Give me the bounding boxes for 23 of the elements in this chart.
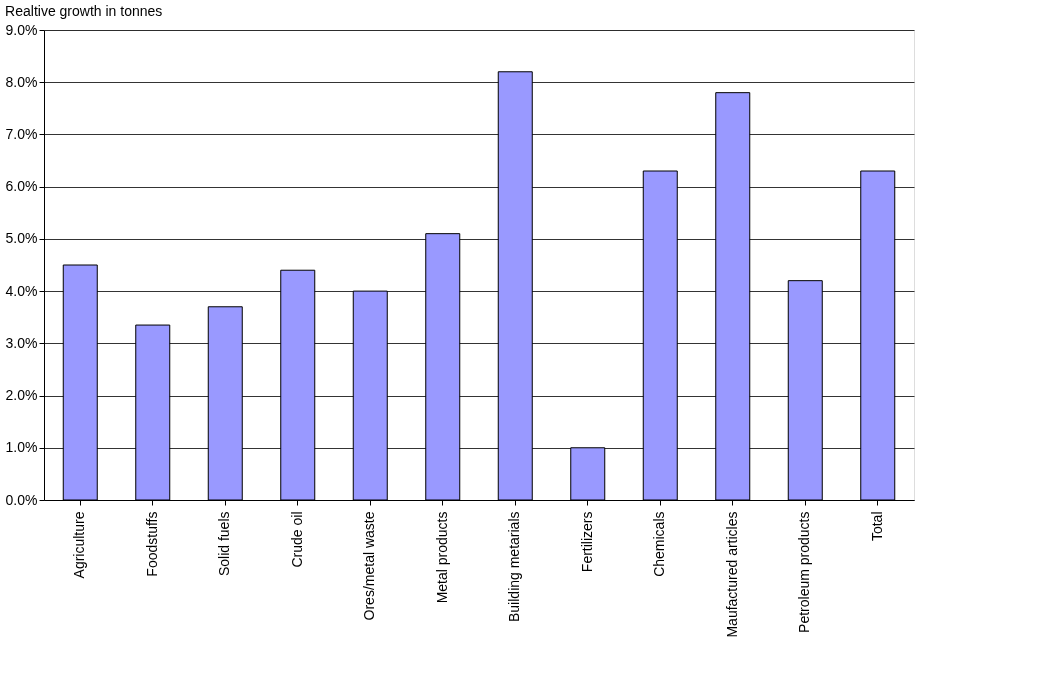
x-tick-label: Petroleum products: [796, 511, 813, 633]
x-tick-label: Building metarials: [506, 511, 523, 622]
x-tick-label: Chemicals: [651, 511, 668, 577]
y-tick-label: 3.0%: [5, 334, 38, 351]
x-tick-label: Total: [868, 511, 885, 542]
x-tick-label: Crude oil: [288, 511, 305, 568]
y-tick-label: 7.0%: [5, 125, 38, 142]
x-tick-label: Ores/metal waste: [361, 511, 378, 621]
x-tick-label: Maufactured articles: [723, 511, 740, 638]
y-tick-label: 8.0%: [5, 73, 38, 90]
y-tick-label: 4.0%: [5, 282, 38, 299]
y-tick-label: 0.0%: [5, 491, 38, 508]
y-tick-label: 2.0%: [5, 387, 38, 404]
x-tick-label: Agriculture: [71, 511, 88, 579]
x-tick-label: Fertilizers: [578, 511, 595, 573]
y-tick-label: 6.0%: [5, 178, 38, 195]
y-tick-label: 5.0%: [5, 230, 38, 247]
chart-title: Realtive growth in tonnes: [5, 3, 163, 19]
x-tick-label: Foodstuffs: [143, 511, 160, 577]
x-tick-label: Metal products: [433, 511, 450, 604]
y-tick-label: 1.0%: [5, 439, 38, 456]
y-tick-label: 9.0%: [5, 21, 38, 38]
x-tick-label: Solid fuels: [216, 511, 233, 577]
